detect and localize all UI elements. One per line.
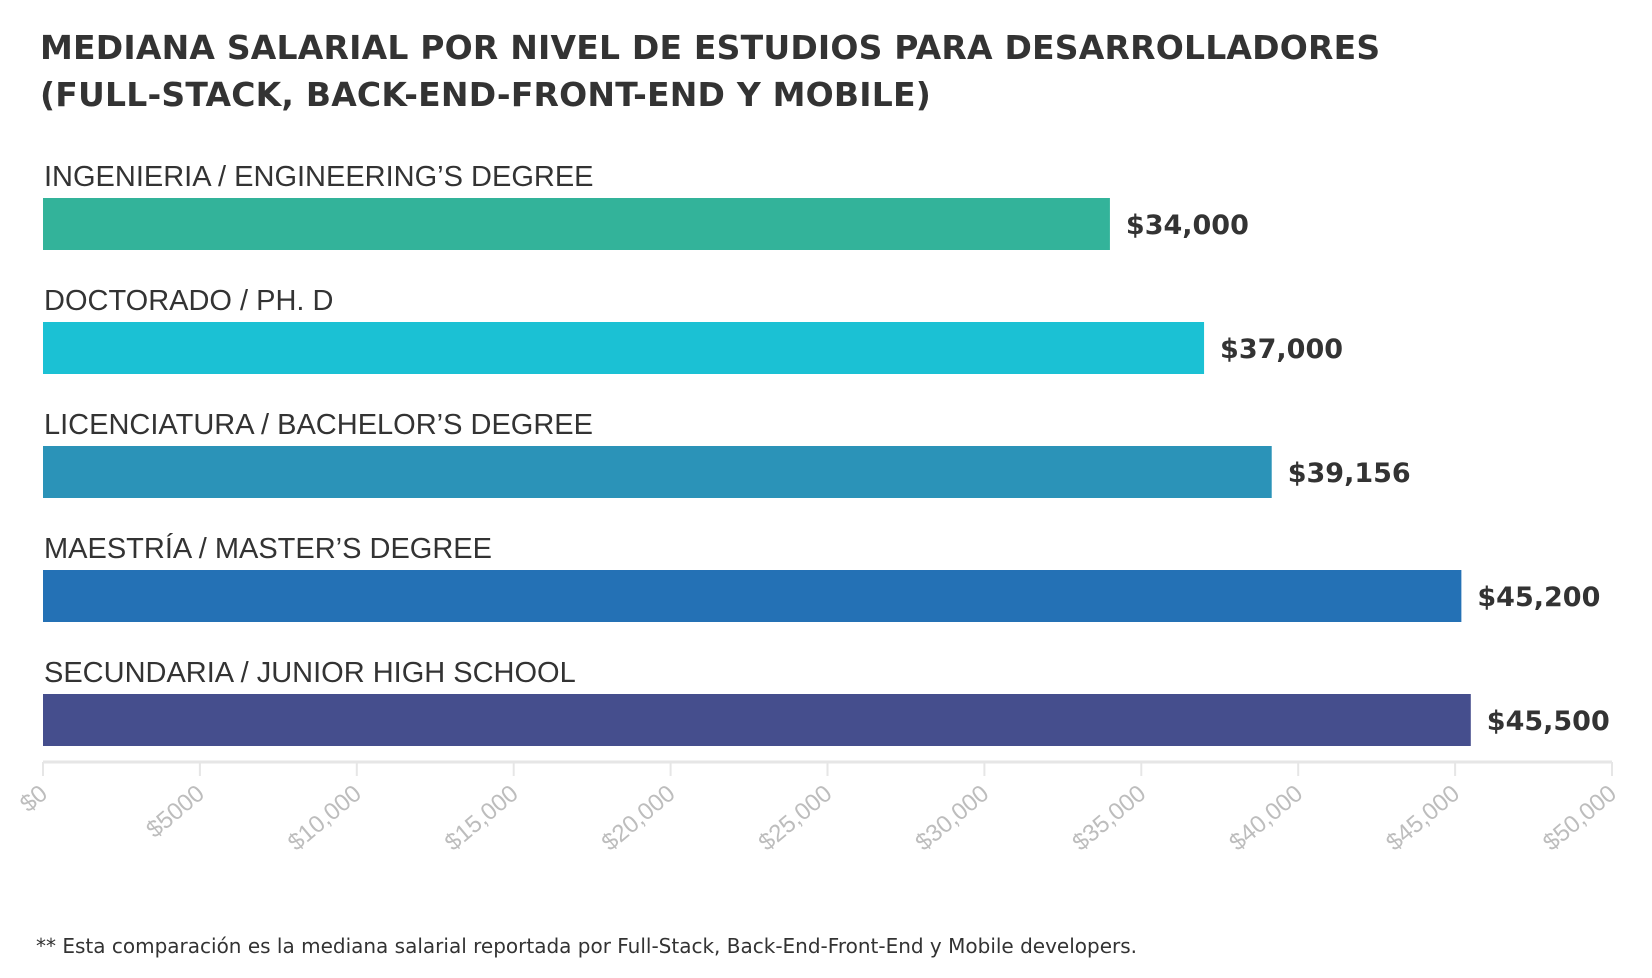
bar (43, 446, 1272, 498)
bar-group: INGENIERIA / ENGINEERING’S DEGREE $34,000 (43, 161, 1249, 250)
data-label: $37,000 (1220, 334, 1343, 365)
data-label: $45,500 (1487, 706, 1610, 737)
bar-group: LICENCIATURA / BACHELOR’S DEGREE $39,156 (43, 409, 1411, 498)
x-tick-label: $45,000 (1381, 780, 1465, 856)
x-tick-label: $20,000 (597, 780, 681, 856)
bar (43, 198, 1110, 250)
x-tick-label: $40,000 (1224, 780, 1308, 856)
x-tick-label: $15,000 (440, 780, 524, 856)
bar-group: DOCTORADO / PH. D $37,000 (43, 285, 1343, 374)
x-tick-label: $50,000 (1538, 780, 1622, 856)
data-label: $39,156 (1288, 458, 1411, 489)
data-label: $45,200 (1477, 582, 1600, 613)
footnote: ** Esta comparación es la mediana salari… (36, 934, 1138, 958)
bar-group: SECUNDARIA / JUNIOR HIGH SCHOOL $45,500 (43, 657, 1610, 746)
category-label: LICENCIATURA / BACHELOR’S DEGREE (44, 409, 593, 441)
x-tick-label: $25,000 (754, 780, 838, 856)
chart-title-line-1: MEDIANA SALARIAL POR NIVEL DE ESTUDIOS P… (40, 28, 1381, 67)
category-label: MAESTRÍA / MASTER’S DEGREE (44, 532, 492, 565)
bar-group: MAESTRÍA / MASTER’S DEGREE $45,200 (43, 532, 1600, 622)
bar (43, 694, 1471, 746)
x-tick-label: $5000 (141, 780, 209, 844)
category-label: DOCTORADO / PH. D (44, 285, 334, 317)
category-label: INGENIERIA / ENGINEERING’S DEGREE (44, 161, 594, 193)
chart-title: MEDIANA SALARIAL POR NIVEL DE ESTUDIOS P… (40, 24, 1600, 118)
data-label: $34,000 (1126, 210, 1249, 241)
category-label: SECUNDARIA / JUNIOR HIGH SCHOOL (44, 657, 576, 689)
bar (43, 322, 1205, 374)
x-tick-label: $10,000 (283, 780, 367, 856)
x-tick-label: $0 (15, 780, 53, 818)
x-tick-label: $30,000 (910, 780, 994, 856)
bar (43, 570, 1462, 622)
chart-title-line-2: (FULL-STACK, BACK-END-FRONT-END Y MOBILE… (40, 75, 931, 114)
x-tick-label: $35,000 (1067, 780, 1151, 856)
